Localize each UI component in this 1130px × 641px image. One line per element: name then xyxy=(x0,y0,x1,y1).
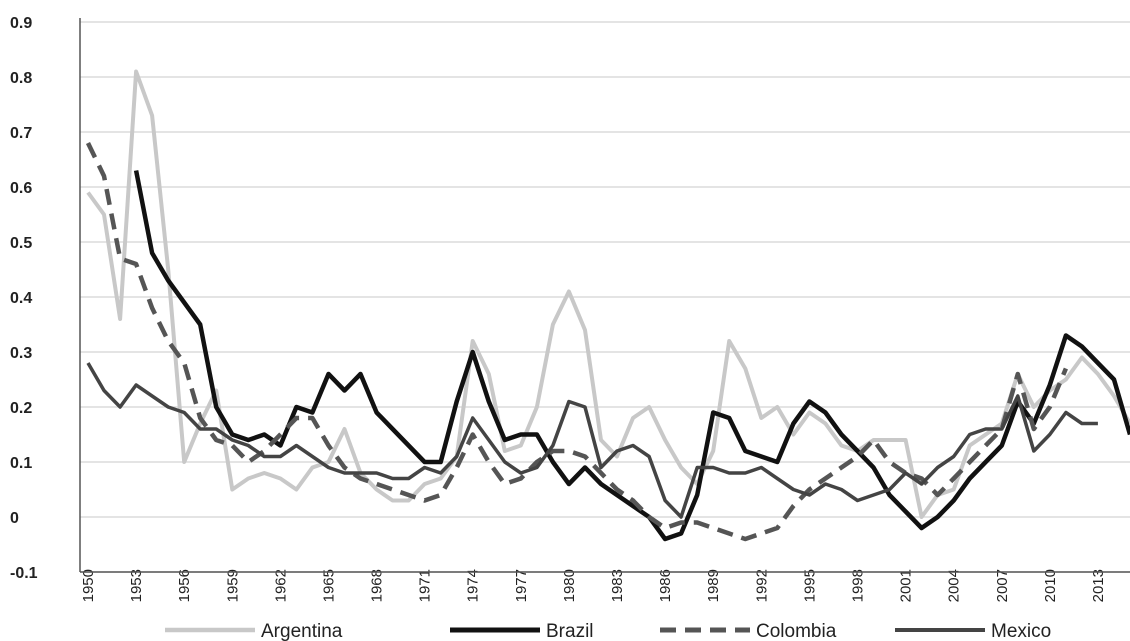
y-tick-label: 0.3 xyxy=(10,345,32,362)
x-tick-label: 2010 xyxy=(1042,569,1059,602)
x-tick-label: 1974 xyxy=(465,569,482,602)
legend: Argentina Brazil Colombia Mexico xyxy=(165,621,1051,641)
y-tick-label: 0.5 xyxy=(10,235,32,252)
legend-label-colombia: Colombia xyxy=(756,621,837,641)
x-tick-label: 1986 xyxy=(657,569,674,602)
x-tick-label: 1980 xyxy=(561,569,578,602)
series-line-brazil xyxy=(133,170,1130,542)
x-tick-label: 1995 xyxy=(801,569,818,602)
y-tick-label: 0 xyxy=(10,510,19,527)
x-tick-label: 2007 xyxy=(994,569,1011,602)
x-tick-label: 1989 xyxy=(705,569,722,602)
y-tick-label: -0.1 xyxy=(10,565,38,582)
series-line-argentina xyxy=(86,69,1130,519)
x-tick-label: 1959 xyxy=(224,569,241,602)
y-axis-ticks: 0.9 0.8 0.7 0.6 0.5 0.4 0.3 0.2 0.1 0 -0.1 xyxy=(10,15,38,582)
x-tick-label: 1968 xyxy=(369,569,386,602)
y-tick-label: 0.4 xyxy=(10,290,32,307)
x-tick-label: 1977 xyxy=(513,569,530,602)
y-tick-label: 0.1 xyxy=(10,455,32,472)
x-tick-label: 1998 xyxy=(849,569,866,602)
legend-label-argentina: Argentina xyxy=(261,621,343,641)
x-tick-label: 2004 xyxy=(946,569,963,602)
series-line-colombia xyxy=(85,142,1068,542)
y-tick-label: 0.9 xyxy=(10,15,32,32)
x-tick-label: 1971 xyxy=(417,569,434,602)
series-line-mexico xyxy=(86,362,1098,519)
x-tick-label: 1950 xyxy=(80,569,97,602)
y-tick-label: 0.2 xyxy=(10,400,32,417)
x-tick-label: 1992 xyxy=(753,569,770,602)
legend-label-brazil: Brazil xyxy=(546,621,594,641)
x-tick-label: 1983 xyxy=(609,569,626,602)
axes xyxy=(79,18,1130,573)
series-lines xyxy=(85,69,1130,542)
y-tick-label: 0.8 xyxy=(10,70,32,87)
legend-label-mexico: Mexico xyxy=(991,621,1051,641)
x-tick-label: 1956 xyxy=(176,569,193,602)
y-tick-label: 0.7 xyxy=(10,125,32,142)
x-tick-label: 2013 xyxy=(1090,569,1107,602)
x-axis-ticks: 1950 1953 1956 1959 1962 1965 1968 1971 1974 1977… xyxy=(80,569,1107,602)
y-tick-label: 0.6 xyxy=(10,180,32,197)
gridlines xyxy=(80,21,1130,573)
x-tick-label: 1965 xyxy=(320,569,337,602)
x-tick-label: 1962 xyxy=(272,569,289,602)
x-tick-label: 1953 xyxy=(128,569,145,602)
x-tick-label: 2001 xyxy=(898,569,915,602)
